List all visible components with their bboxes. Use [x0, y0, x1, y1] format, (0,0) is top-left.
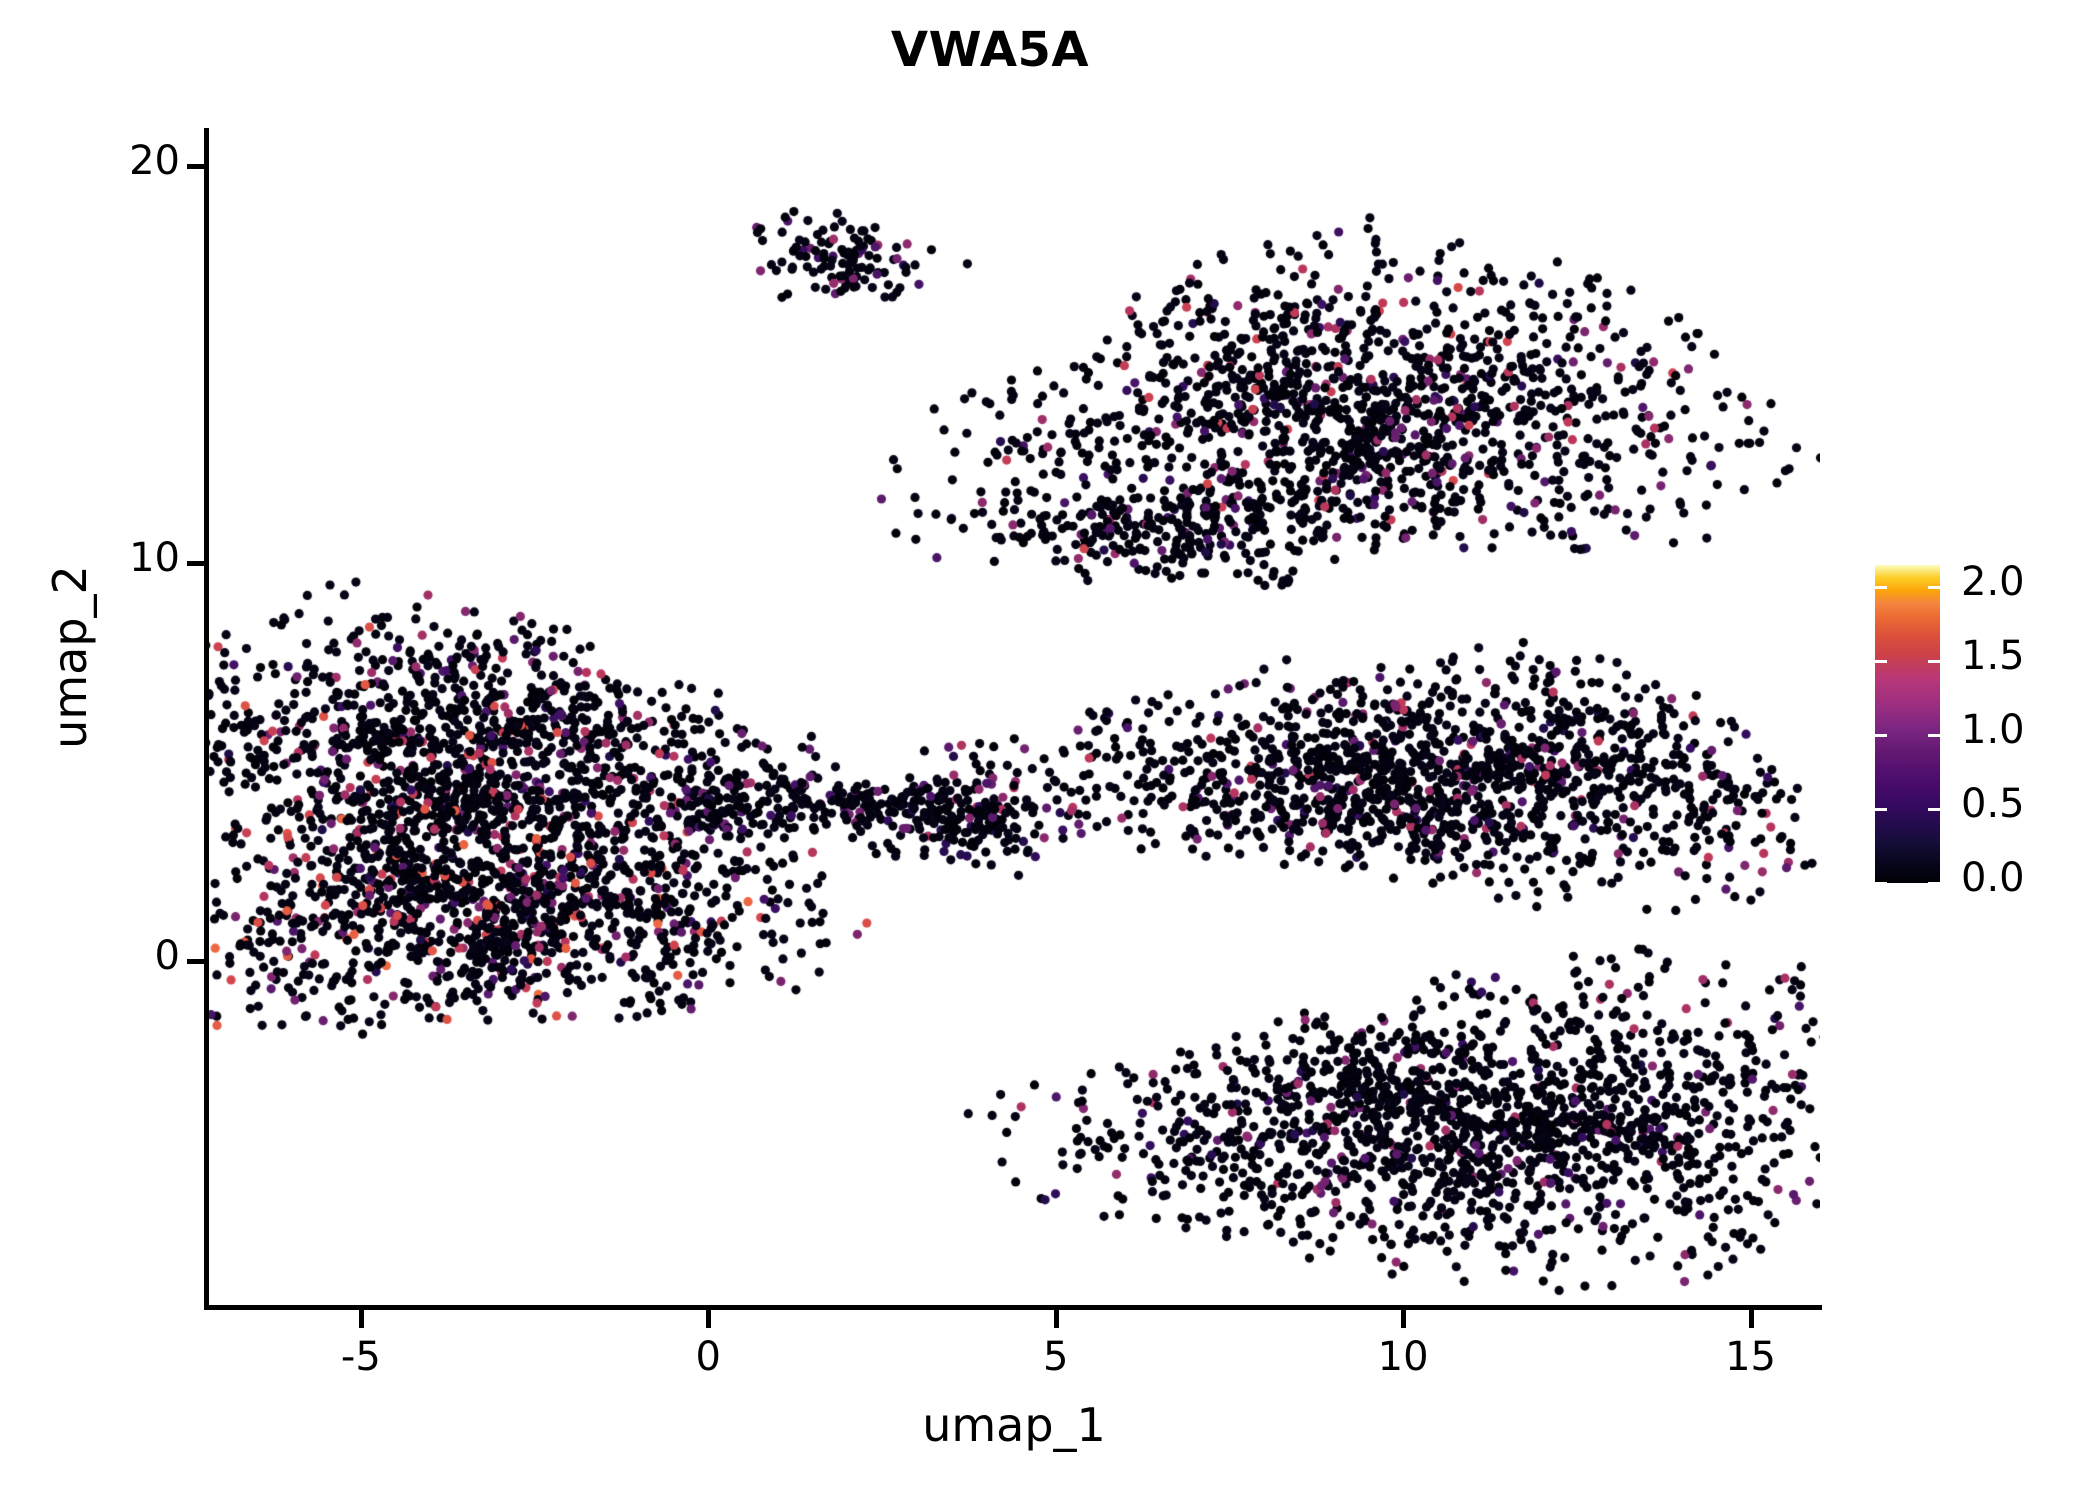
colorbar-tick-mark	[1928, 808, 1940, 812]
colorbar-tick-label: 2.0	[1961, 559, 2025, 606]
x-tick-label: 10	[1377, 1334, 1429, 1380]
colorbar-tick-mark	[1875, 586, 1887, 590]
x-tick-label: 0	[695, 1334, 721, 1380]
x-tick-label: -5	[340, 1334, 381, 1380]
y-axis-label: umap_2	[43, 565, 97, 749]
x-tick-label: 15	[1725, 1334, 1776, 1380]
umap-scatter-plot	[208, 130, 1820, 1307]
colorbar-tick-mark	[1875, 734, 1887, 738]
y-axis-spine	[204, 128, 209, 1310]
colorbar-tick-mark	[1875, 660, 1887, 664]
y-tick-mark	[187, 561, 205, 567]
y-tick-label: 0	[154, 933, 180, 980]
x-tick-mark	[1053, 1310, 1059, 1328]
x-axis-label: umap_1	[922, 1398, 1106, 1452]
colorbar-tick-label: 0.0	[1961, 855, 2025, 901]
colorbar-tick-mark	[1875, 882, 1887, 885]
colorbar-tick-label: 0.5	[1961, 781, 2025, 828]
x-tick-mark	[358, 1310, 364, 1328]
x-tick-mark	[1748, 1310, 1754, 1328]
y-tick-label: 20	[129, 137, 180, 184]
colorbar-tick-mark	[1875, 808, 1887, 812]
colorbar-tick-mark	[1928, 734, 1940, 738]
x-tick-mark	[1401, 1310, 1407, 1328]
colorbar-tick-mark	[1928, 660, 1940, 664]
colorbar-tick-label: 1.0	[1961, 707, 2025, 754]
x-axis-spine	[204, 1305, 1822, 1310]
y-tick-mark	[187, 163, 205, 169]
y-tick-label: 10	[129, 535, 180, 582]
page-title: VWA5A	[890, 22, 1090, 78]
colorbar-tick-mark	[1928, 586, 1940, 590]
colorbar-tick-label: 1.5	[1961, 633, 2025, 680]
x-tick-label: 5	[1042, 1334, 1069, 1380]
y-tick-mark	[187, 959, 205, 965]
colorbar-gradient	[1875, 565, 1940, 883]
colorbar-tick-mark	[1928, 882, 1940, 885]
x-tick-mark	[706, 1310, 712, 1328]
